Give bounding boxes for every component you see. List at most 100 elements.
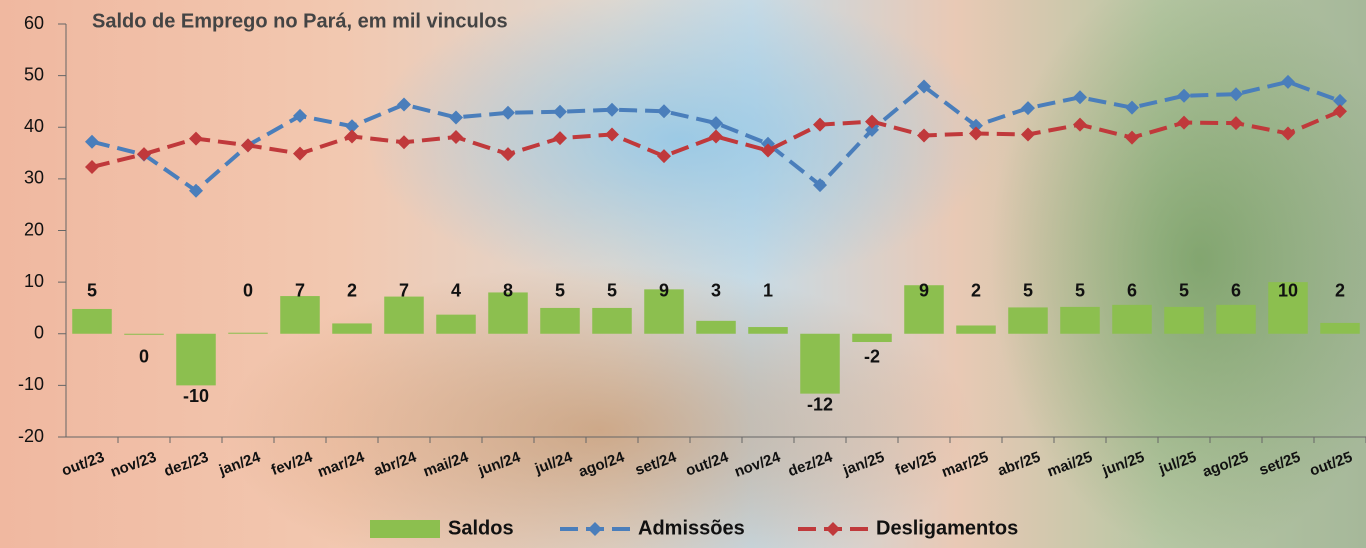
x-tick-label: set/25	[1257, 449, 1303, 480]
marker	[553, 104, 567, 119]
value-label: 5	[1023, 281, 1033, 301]
bar	[1060, 306, 1100, 334]
y-tick-label: 10	[24, 271, 44, 291]
value-label: 5	[555, 281, 565, 301]
marker	[397, 97, 411, 112]
x-tick-label: jun/24	[475, 448, 523, 479]
marker	[1125, 100, 1139, 115]
y-tick-label: -20	[18, 426, 44, 446]
bar	[280, 296, 320, 334]
y-tick-label: -10	[18, 374, 44, 394]
marker	[1229, 116, 1243, 131]
x-tick-label: mar/25	[939, 449, 990, 482]
x-tick-label: set/24	[633, 448, 679, 479]
marker	[1073, 117, 1087, 132]
marker	[1021, 101, 1035, 116]
y-tick-label: 40	[24, 116, 44, 136]
value-label: 10	[1278, 281, 1298, 301]
bar	[956, 325, 996, 334]
marker	[1021, 127, 1035, 142]
x-tick-label: mai/24	[421, 448, 471, 480]
x-tick-label: out/24	[683, 448, 731, 479]
value-label: 2	[1335, 281, 1345, 301]
x-tick-label: mai/25	[1045, 449, 1095, 481]
bar	[228, 332, 268, 334]
marker	[189, 131, 203, 146]
x-tick-label: nov/24	[732, 448, 783, 480]
legend-label: Admissões	[638, 517, 745, 539]
value-label: -12	[807, 394, 833, 414]
x-tick-label: ago/25	[1200, 449, 1250, 481]
x-tick-label: dez/24	[786, 448, 836, 480]
x-tick-label: jan/25	[840, 449, 887, 480]
marker	[345, 129, 359, 144]
x-tick-label: dez/23	[162, 449, 211, 481]
bar	[1112, 304, 1152, 334]
marker	[397, 135, 411, 150]
x-tick-label: fev/24	[269, 448, 315, 479]
bar	[800, 333, 840, 394]
value-label: 0	[243, 281, 253, 301]
marker	[865, 114, 879, 129]
x-tick-label: jul/24	[532, 448, 575, 478]
bar	[1164, 306, 1204, 334]
value-label: 9	[919, 281, 929, 301]
legend-marker	[588, 522, 602, 536]
bar	[1320, 322, 1360, 334]
marker	[241, 138, 255, 153]
x-tick-label: fev/25	[893, 449, 939, 480]
marker	[1333, 93, 1347, 108]
marker	[1281, 74, 1295, 89]
value-label: 5	[87, 281, 97, 301]
value-label: 4	[451, 281, 461, 301]
x-tick-label: out/25	[1307, 449, 1354, 480]
bar	[1216, 304, 1256, 334]
bar	[904, 285, 944, 334]
value-label: -2	[864, 347, 880, 367]
value-label: 7	[295, 281, 305, 301]
marker	[1333, 104, 1347, 119]
bar	[592, 307, 632, 334]
y-tick-label: 20	[24, 219, 44, 239]
marker	[813, 117, 827, 132]
marker	[709, 129, 723, 144]
marker	[293, 108, 307, 123]
x-tick-label: jul/25	[1156, 449, 1199, 478]
value-label: 1	[763, 281, 773, 301]
bar	[1268, 282, 1308, 334]
legend-label: Desligamentos	[876, 517, 1018, 539]
marker	[1229, 87, 1243, 102]
marker	[137, 147, 151, 162]
marker	[865, 122, 879, 137]
value-label: 5	[1075, 281, 1085, 301]
legend-label: Saldos	[448, 517, 514, 539]
marker	[449, 110, 463, 125]
marker	[1125, 130, 1139, 145]
bar	[852, 333, 892, 343]
marker	[969, 118, 983, 133]
value-label: 9	[659, 281, 669, 301]
marker	[293, 146, 307, 161]
x-tick-label: out/23	[59, 449, 106, 480]
bar	[124, 333, 164, 335]
x-tick-label: ago/24	[576, 448, 627, 480]
x-tick-label: nov/23	[108, 449, 158, 481]
value-label: 2	[971, 281, 981, 301]
value-label: 0	[139, 347, 149, 367]
bar	[384, 296, 424, 334]
x-tick-label: jan/24	[216, 448, 263, 479]
marker	[449, 130, 463, 145]
marker	[969, 126, 983, 141]
bar	[748, 327, 788, 334]
bar	[436, 314, 476, 334]
value-label: 5	[1179, 281, 1189, 301]
x-tick-label: mar/24	[315, 448, 367, 481]
marker	[605, 127, 619, 142]
chart-title: Saldo de Emprego no Pará, em mil vinculo…	[92, 10, 508, 32]
x-tick-label: jun/25	[1099, 449, 1146, 480]
marker	[85, 160, 99, 175]
value-label: 3	[711, 281, 721, 301]
marker	[501, 105, 515, 120]
